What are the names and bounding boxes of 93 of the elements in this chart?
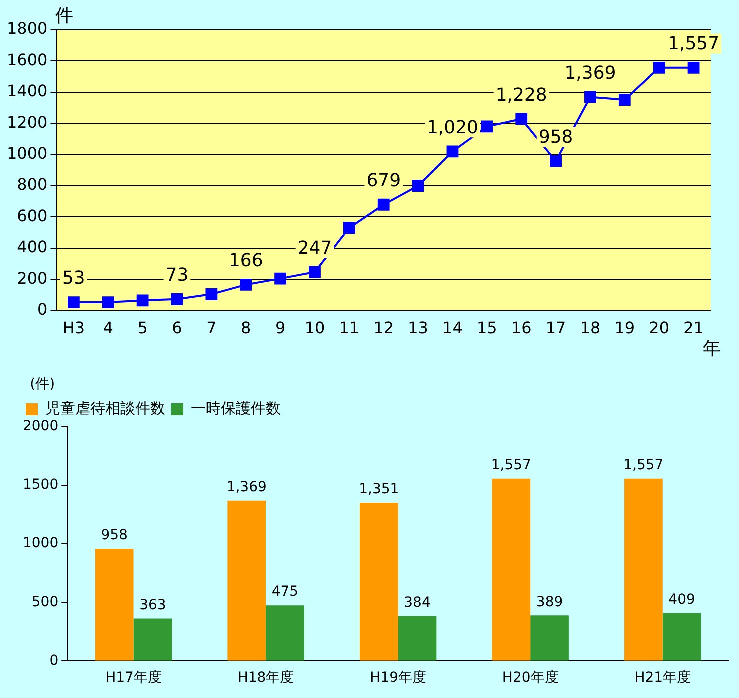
data-label: 1,020 (426, 117, 478, 138)
x-tick-label: 19 (614, 318, 636, 338)
data-label: 384 (404, 594, 431, 611)
bar (492, 478, 531, 661)
data-label: 958 (538, 127, 574, 148)
bar (134, 618, 172, 661)
point (516, 113, 528, 126)
data-label: 679 (366, 170, 402, 192)
data-label: 475 (272, 584, 299, 600)
data-label: 53 (62, 268, 86, 290)
point (240, 278, 252, 291)
data-label: 1,351 (359, 482, 400, 498)
x-tick-label: 4 (103, 318, 114, 338)
x-tick-label: 18 (580, 318, 601, 338)
data-label: 1,557 (491, 458, 532, 474)
x-tick-label: H3 (62, 318, 86, 338)
point (653, 62, 666, 74)
point (378, 198, 390, 211)
y-tick-label: 1600 (7, 50, 48, 70)
bar (398, 616, 437, 661)
x-tick-label: 15 (476, 318, 498, 338)
point (343, 222, 356, 234)
x-axis-title: 年 (703, 338, 721, 360)
x-tick-label: 12 (374, 318, 394, 338)
data-label: 73 (166, 265, 189, 286)
x-tick-label: 8 (241, 318, 252, 338)
data-label: 1,369 (564, 62, 616, 84)
y-tick-label: 400 (17, 238, 48, 257)
bar (360, 503, 398, 661)
y-tick-label: 500 (32, 594, 59, 610)
x-tick-label: H19年度 (370, 670, 426, 686)
point (412, 180, 424, 192)
x-tick-label: 13 (408, 318, 428, 338)
point (274, 272, 286, 285)
y-axis-title: (件) (30, 376, 56, 393)
data-label: 363 (140, 597, 166, 614)
point (171, 293, 184, 306)
point (618, 94, 631, 106)
legend-label: 一時保護件数 (191, 399, 281, 418)
bar (662, 613, 702, 661)
point (309, 266, 321, 278)
bar (530, 616, 569, 661)
y-tick-label: 1400 (7, 82, 48, 101)
point (446, 146, 459, 158)
y-tick-label: 800 (17, 175, 48, 194)
x-tick-label: 10 (304, 318, 326, 338)
data-label: 958 (101, 528, 128, 544)
x-tick-label: 17 (546, 318, 566, 338)
x-tick-label: H21年度 (634, 670, 692, 686)
point (136, 294, 149, 307)
y-tick-label: 2000 (22, 418, 59, 435)
y-tick-label: 1000 (22, 536, 59, 552)
bar (266, 606, 304, 661)
data-label: 389 (536, 594, 564, 610)
y-tick-label: 600 (17, 206, 48, 226)
x-tick-label: 14 (442, 318, 463, 338)
data-label: 1,557 (668, 34, 720, 55)
point (688, 62, 700, 74)
bar (228, 500, 266, 661)
x-tick-label: 6 (172, 318, 182, 338)
y-tick-label: 200 (17, 268, 48, 288)
x-tick-label: H18年度 (238, 670, 294, 686)
bar (624, 478, 663, 661)
x-tick-label: 20 (649, 318, 670, 338)
data-label: 166 (228, 250, 264, 272)
y-axis-title: 件 (56, 6, 74, 27)
bar (95, 549, 134, 661)
data-label: 409 (668, 592, 696, 608)
y-tick-label: 0 (38, 300, 48, 319)
data-label: 247 (298, 238, 332, 259)
y-tick-label: 1000 (7, 144, 48, 163)
y-tick-label: 1200 (7, 112, 48, 132)
x-tick-label: 7 (206, 318, 217, 338)
y-tick-label: 1500 (22, 477, 59, 494)
x-tick-label: 21 (684, 318, 704, 338)
point (550, 155, 562, 168)
point (584, 91, 596, 104)
y-tick-label: 1800 (7, 19, 48, 38)
data-label: 1,557 (624, 458, 664, 474)
data-label: 1,228 (496, 84, 548, 106)
x-tick-label: 11 (339, 318, 360, 338)
x-tick-label: 5 (138, 318, 148, 338)
y-tick-label: 0 (50, 652, 59, 669)
x-tick-label: 16 (511, 318, 532, 338)
x-tick-label: H17年度 (106, 670, 162, 686)
point (481, 120, 494, 133)
x-tick-label: 9 (275, 318, 286, 338)
point (102, 296, 114, 308)
x-tick-label: H20年度 (502, 670, 559, 686)
point (206, 288, 218, 300)
legend-label: 児童虐待相談件数 (46, 399, 166, 418)
point (68, 296, 80, 308)
data-label: 1,369 (226, 480, 267, 496)
